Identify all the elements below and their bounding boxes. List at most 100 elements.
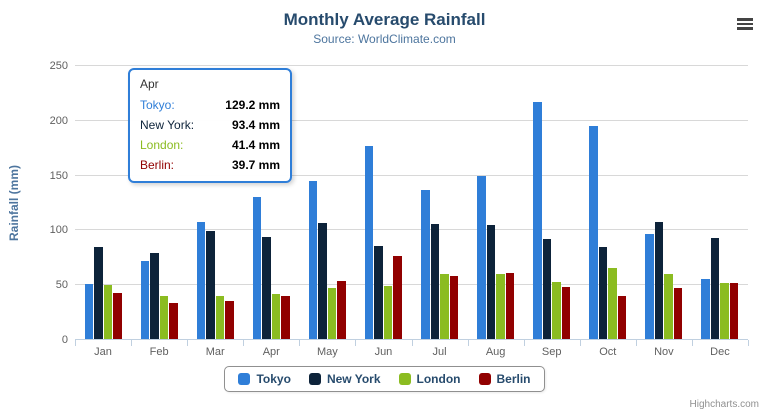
bar-new-york-oct[interactable] [598, 247, 608, 339]
x-axis-tick [467, 340, 469, 346]
legend-box: Tokyo New York London Berlin [224, 366, 545, 392]
bar-london-nov[interactable] [664, 274, 673, 339]
bar-tokyo-oct[interactable] [589, 126, 598, 339]
bar-london-apr[interactable] [271, 293, 281, 339]
bar-tokyo-jan[interactable] [84, 284, 94, 339]
chart-title: Monthly Average Rainfall [283, 10, 486, 29]
bar-new-york-jun[interactable] [374, 246, 383, 339]
bar-london-oct[interactable] [608, 267, 617, 339]
bar-tokyo-may[interactable] [308, 181, 318, 339]
gridline [75, 284, 748, 286]
bar-london-jun[interactable] [383, 286, 393, 339]
x-axis-tick [691, 340, 693, 346]
bar-tokyo-feb[interactable] [140, 260, 150, 339]
bar-new-york-feb[interactable] [150, 252, 159, 339]
bar-tokyo-sep[interactable] [533, 101, 542, 339]
tooltip-row-tokyo: Tokyo: 129.2 mm [140, 95, 280, 115]
bar-tokyo-jun[interactable] [364, 146, 374, 339]
bar-berlin-dec[interactable] [729, 283, 739, 339]
bar-berlin-mar[interactable] [225, 301, 234, 339]
bar-tokyo-nov[interactable] [645, 234, 654, 339]
x-axis-label: Aug [485, 346, 506, 358]
bar-london-sep[interactable] [552, 281, 561, 339]
bar-new-york-jan[interactable] [94, 247, 103, 339]
bar-tokyo-apr[interactable] [252, 197, 262, 339]
x-axis-tick [299, 340, 301, 346]
x-axis-tick [523, 340, 525, 346]
bar-new-york-dec[interactable] [710, 237, 720, 339]
bar-tokyo-dec[interactable] [701, 279, 710, 339]
bar-london-dec[interactable] [720, 282, 729, 339]
bar-new-york-mar[interactable] [206, 231, 215, 339]
bar-berlin-oct[interactable] [617, 296, 627, 339]
y-axis-label: 200 [49, 114, 68, 127]
export-menu-button[interactable] [735, 15, 757, 33]
x-axis-tick [187, 340, 189, 346]
bar-berlin-sep[interactable] [561, 286, 571, 339]
legend-item-berlin[interactable]: Berlin [478, 372, 531, 386]
y-axis-label: 250 [49, 60, 68, 72]
x-axis-tick [75, 340, 76, 346]
tooltip-series-value: 41.4 mm [231, 138, 280, 152]
bar-berlin-jan[interactable] [113, 292, 122, 339]
tooltip-row-berlin: Berlin: 39.7 mm [140, 155, 280, 175]
legend-item-new-york[interactable]: New York [308, 372, 381, 386]
plot-area [75, 65, 749, 346]
bar-new-york-aug[interactable] [486, 224, 496, 339]
legend-swatch-icon [398, 373, 411, 385]
bar-new-york-nov[interactable] [654, 222, 664, 339]
credits-link[interactable]: Highcharts.com [689, 399, 759, 410]
bar-berlin-nov[interactable] [673, 287, 683, 339]
bar-new-york-jul[interactable] [430, 223, 440, 339]
bar-london-may[interactable] [327, 287, 337, 339]
y-axis-label: 0 [61, 334, 68, 346]
gridline [75, 174, 748, 176]
legend-label: Tokyo [256, 372, 291, 386]
legend-label: London [416, 372, 461, 386]
bar-berlin-may[interactable] [337, 281, 346, 339]
bar-london-aug[interactable] [496, 273, 505, 339]
x-axis-label: Nov [654, 346, 674, 358]
x-axis-label: May [316, 346, 338, 358]
x-axis-tick [131, 340, 133, 346]
hamburger-icon [737, 18, 753, 21]
bar-berlin-apr[interactable] [281, 295, 290, 339]
bar-berlin-jun[interactable] [393, 256, 402, 339]
x-axis-tick [355, 340, 357, 346]
bar-berlin-jul[interactable] [449, 276, 459, 339]
bar-london-jul[interactable] [440, 274, 449, 339]
x-axis-label: Oct [599, 346, 617, 358]
bar-tokyo-aug[interactable] [477, 176, 486, 339]
legend-item-tokyo[interactable]: Tokyo [238, 372, 291, 386]
bar-london-mar[interactable] [215, 295, 225, 339]
bar-berlin-aug[interactable] [505, 272, 515, 339]
y-axis-label: 150 [49, 169, 68, 182]
bar-london-jan[interactable] [103, 285, 113, 339]
x-axis-label: Feb [149, 346, 169, 358]
hamburger-icon [737, 27, 753, 30]
bar-new-york-sep[interactable] [542, 239, 552, 339]
bar-tokyo-jul[interactable] [421, 190, 430, 339]
x-axis-label: Apr [262, 346, 280, 358]
tooltip-rows: Tokyo: 129.2 mm New York: 93.4 mm London: 41.… [140, 95, 280, 175]
tooltip-series-value: 93.4 mm [231, 118, 280, 132]
legend-swatch-icon [238, 373, 251, 385]
legend-item-london[interactable]: London [398, 372, 461, 386]
y-axis-label: 100 [49, 224, 68, 237]
y-axis-label: 50 [55, 279, 68, 292]
tooltip-series-name: London: [140, 138, 184, 152]
tooltip-series-name: Berlin: [140, 158, 175, 172]
x-axis-tick [748, 340, 749, 346]
bar-new-york-apr[interactable] [262, 236, 271, 339]
bar-tokyo-mar[interactable] [196, 222, 206, 339]
tooltip-header: Apr [140, 77, 159, 91]
x-axis-tick [635, 340, 637, 346]
bar-new-york-may[interactable] [318, 222, 327, 339]
gridline [75, 119, 748, 121]
bar-london-feb[interactable] [159, 296, 169, 339]
bar-berlin-feb[interactable] [169, 302, 178, 339]
x-axis-label: Jan [94, 346, 112, 358]
tooltip-row-new-york: New York: 93.4 mm [140, 115, 280, 135]
x-axis-tick [243, 340, 245, 346]
